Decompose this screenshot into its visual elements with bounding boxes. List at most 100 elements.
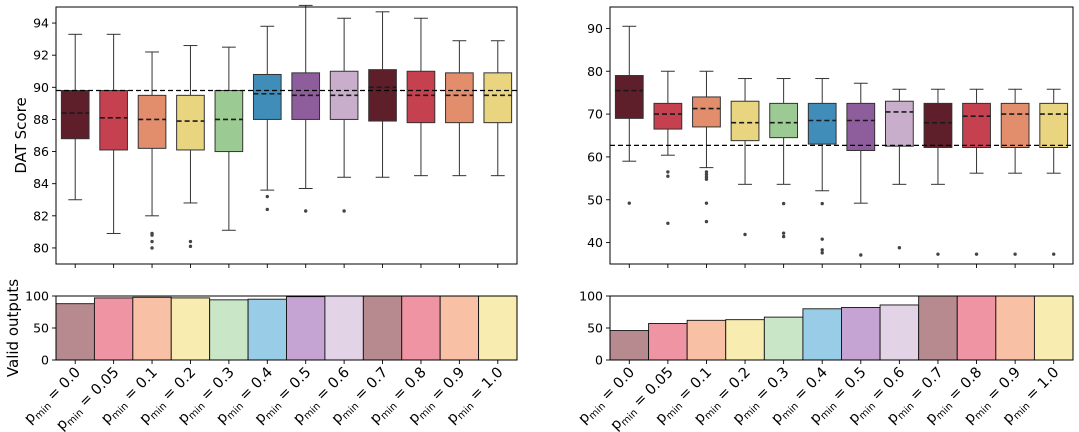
outlier-point (859, 253, 863, 257)
box-body (884, 100, 914, 147)
bar-9 (956, 295, 997, 361)
outlier-point (1052, 252, 1056, 256)
box-body (483, 72, 513, 124)
box-body (99, 90, 128, 151)
outlier-point (150, 233, 154, 237)
outlier-point (666, 221, 670, 226)
box-1 (653, 70, 683, 226)
box-6 (846, 82, 876, 257)
outlier-point (150, 239, 154, 244)
box-body (807, 102, 837, 145)
outlier-point (188, 239, 193, 244)
y-tick-label: 80 (33, 240, 49, 255)
y-tick-label: 50 (587, 192, 603, 207)
bar-10 (439, 295, 480, 361)
bar-7 (324, 295, 364, 361)
box-7 (329, 17, 359, 213)
bar-4 (763, 316, 804, 361)
bar-1 (93, 297, 134, 361)
y-tick-label: 82 (33, 208, 49, 223)
box-body (1039, 102, 1069, 148)
box-4 (769, 78, 799, 239)
box-8 (368, 11, 397, 178)
y-tick-label: 60 (587, 149, 603, 164)
outlier-point (704, 172, 709, 177)
box-10 (445, 40, 474, 177)
box-0 (614, 25, 644, 205)
outlier-point (781, 234, 786, 239)
box-body (692, 96, 721, 128)
bar-8 (918, 295, 958, 361)
box-body (614, 75, 644, 119)
outlier-point (704, 170, 709, 174)
outlier-point (974, 252, 979, 256)
box-body (214, 90, 244, 153)
box-10 (1000, 88, 1030, 256)
box-body (176, 94, 205, 151)
y-tick-label: 90 (33, 80, 49, 95)
outlier-point (820, 251, 824, 255)
outlier-point (704, 177, 709, 181)
outlier-point (188, 244, 193, 249)
box-body (60, 90, 90, 140)
bar-11 (478, 295, 518, 361)
outlier-point (704, 201, 709, 205)
axes-frame (55, 6, 518, 265)
outlier-point (820, 237, 824, 241)
y-tick-label: 0 (41, 353, 49, 368)
axes-frame (609, 6, 1074, 265)
box-5 (807, 78, 837, 255)
box-body (445, 72, 474, 124)
bar-5 (247, 298, 287, 361)
box-body (653, 102, 683, 130)
y-tick-label: 80 (587, 64, 603, 79)
box-9 (406, 17, 436, 177)
outlier-point (666, 174, 670, 178)
axes-frame (55, 295, 518, 361)
bar-3 (725, 319, 765, 361)
box-8 (923, 88, 953, 256)
box-4 (214, 46, 244, 231)
box-5 (252, 25, 282, 212)
outlier-point (666, 170, 670, 174)
outlier-point (342, 209, 346, 213)
box-body (1000, 102, 1030, 148)
y-tick-label: 100 (579, 289, 603, 304)
y-tick-label: 0 (595, 353, 603, 368)
y-tick-label: 40 (587, 235, 603, 250)
outlier-point (150, 246, 154, 250)
y-tick-label: 50 (33, 321, 49, 336)
bar-1 (648, 323, 688, 361)
outlier-point (627, 201, 631, 205)
bar-0 (55, 303, 95, 361)
bar-2 (132, 296, 172, 361)
bar-2 (686, 319, 727, 361)
bar-5 (802, 308, 842, 361)
box-1 (99, 33, 128, 234)
bar-8 (362, 295, 403, 361)
y-tick-label: 100 (25, 289, 49, 304)
bar-10 (995, 295, 1035, 361)
outlier-point (1013, 252, 1017, 256)
outlier-point (897, 246, 902, 250)
box-2 (692, 70, 721, 224)
box-body (962, 102, 991, 148)
axes-frame (609, 295, 1074, 361)
outlier-point (781, 231, 786, 235)
box-0 (60, 33, 90, 201)
y-tick-label: 84 (33, 176, 49, 191)
y-axis-label: Valid outputs (4, 279, 22, 377)
box-body (406, 70, 436, 124)
box-6 (291, 4, 321, 213)
outlier-point (743, 232, 747, 237)
y-tick-label: 94 (33, 16, 49, 31)
box-7 (884, 88, 914, 250)
outlier-point (936, 252, 940, 256)
box-body (291, 72, 321, 120)
outlier-point (820, 248, 824, 252)
y-axis-label: DAT Score (12, 97, 30, 173)
y-tick-label: 88 (33, 112, 49, 127)
